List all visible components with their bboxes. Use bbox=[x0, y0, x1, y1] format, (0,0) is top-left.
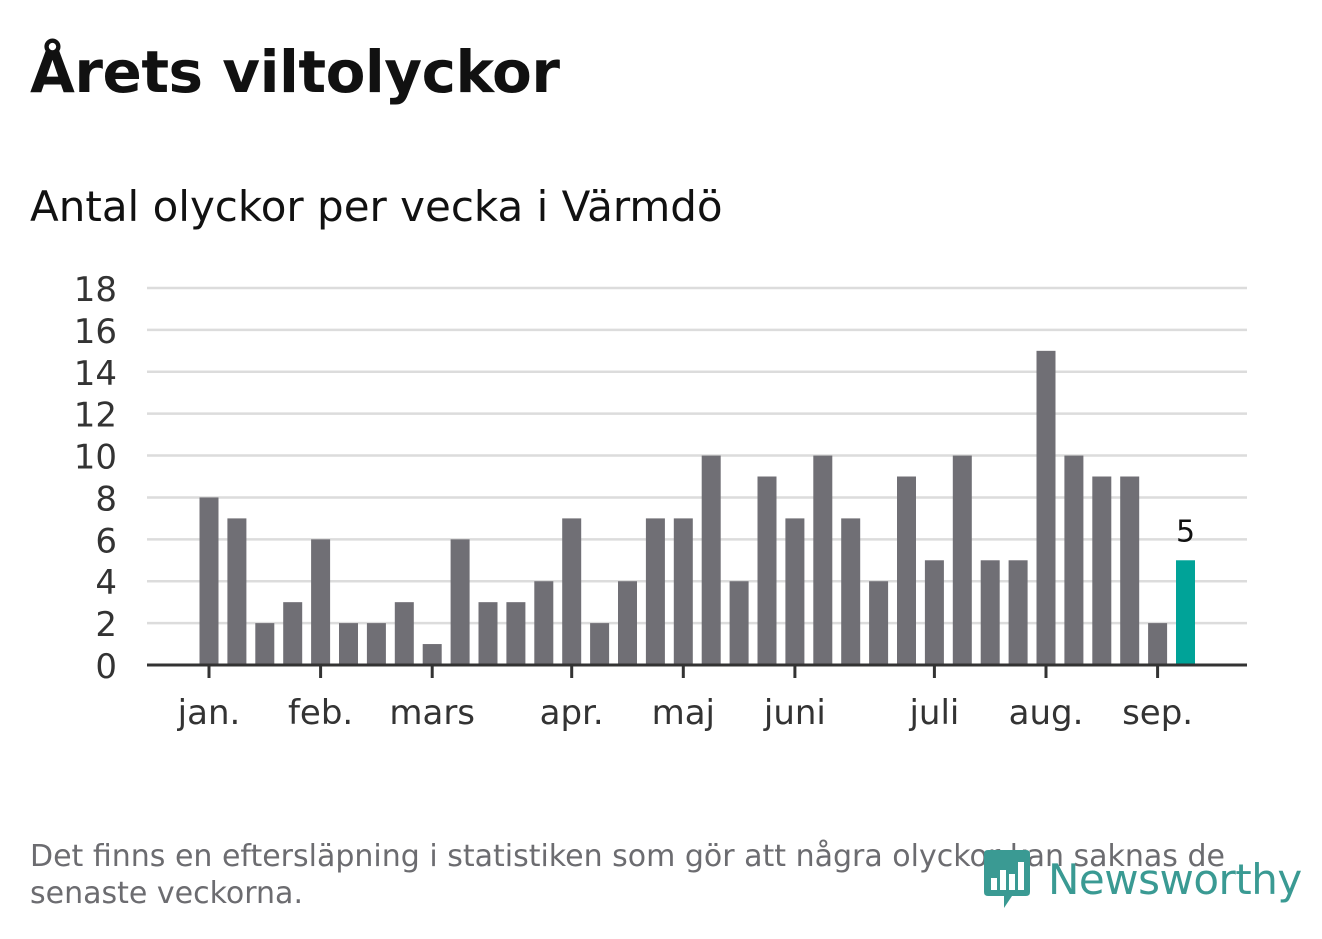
x-tick-label: maj bbox=[652, 693, 715, 733]
y-tick-label: 2 bbox=[95, 605, 117, 645]
bar bbox=[562, 518, 582, 665]
bar bbox=[618, 581, 637, 665]
bar bbox=[311, 539, 331, 665]
bar bbox=[729, 581, 749, 665]
x-axis-ticks: jan. feb. mars apr. maj juni juli aug. sep. bbox=[177, 665, 1193, 733]
bar bbox=[422, 644, 442, 665]
bar bbox=[1092, 476, 1112, 665]
bar bbox=[841, 518, 861, 665]
bar bbox=[1008, 560, 1028, 665]
bar bbox=[924, 560, 944, 665]
chart-subtitle: Antal olyckor per vecka i Värmdö bbox=[30, 182, 723, 231]
y-tick-label: 12 bbox=[74, 396, 117, 436]
x-tick-label: feb. bbox=[288, 693, 353, 733]
x-tick-label: apr. bbox=[540, 693, 604, 733]
bar bbox=[869, 581, 889, 665]
data-labels: 5 bbox=[1176, 514, 1195, 549]
bar bbox=[534, 581, 554, 665]
bar bbox=[227, 518, 247, 665]
bar bbox=[952, 455, 972, 665]
x-tick-label: juni bbox=[763, 693, 826, 733]
bar bbox=[1148, 623, 1168, 665]
y-tick-label: 4 bbox=[95, 563, 117, 603]
bar bbox=[785, 518, 805, 665]
bar bbox=[897, 476, 916, 665]
chart-title: Årets viltolyckor bbox=[30, 38, 560, 106]
gridlines bbox=[147, 286, 1247, 625]
bar bbox=[283, 602, 303, 665]
bar bbox=[813, 455, 833, 665]
bar bbox=[1036, 350, 1056, 665]
bar bbox=[450, 539, 470, 665]
x-tick-label: sep. bbox=[1122, 693, 1193, 733]
x-tick-label: aug. bbox=[1009, 693, 1084, 733]
y-tick-label: 16 bbox=[74, 312, 117, 352]
data-label-highlight: 5 bbox=[1176, 514, 1195, 549]
newsworthy-bar-chart-icon bbox=[984, 850, 1030, 908]
bar bbox=[1120, 476, 1140, 665]
bar bbox=[366, 623, 386, 665]
bars bbox=[199, 350, 1195, 665]
x-tick-label: jan. bbox=[177, 693, 241, 733]
bar bbox=[506, 602, 526, 665]
bar bbox=[673, 518, 693, 665]
x-tick-label: mars bbox=[389, 693, 475, 733]
bar bbox=[590, 623, 610, 665]
bar bbox=[199, 497, 219, 665]
bar bbox=[980, 560, 1000, 665]
y-tick-label: 10 bbox=[74, 438, 117, 478]
bar bbox=[645, 518, 665, 665]
bar bbox=[701, 455, 721, 665]
logo-text: Newsworthy bbox=[1048, 854, 1302, 904]
bar bbox=[757, 476, 777, 665]
bar bbox=[478, 602, 498, 665]
bar bbox=[394, 602, 414, 665]
y-tick-label: 0 bbox=[95, 647, 117, 687]
bar bbox=[339, 623, 358, 665]
x-tick-label: juli bbox=[908, 693, 959, 733]
y-tick-label: 6 bbox=[95, 521, 117, 561]
y-tick-label: 14 bbox=[74, 354, 117, 394]
newsworthy-logo: Newsworthy bbox=[982, 846, 1302, 912]
y-tick-label: 18 bbox=[74, 270, 117, 310]
bar bbox=[255, 623, 275, 665]
bar bbox=[1064, 455, 1084, 665]
y-tick-label: 8 bbox=[95, 479, 117, 519]
bar-highlight bbox=[1176, 560, 1195, 665]
